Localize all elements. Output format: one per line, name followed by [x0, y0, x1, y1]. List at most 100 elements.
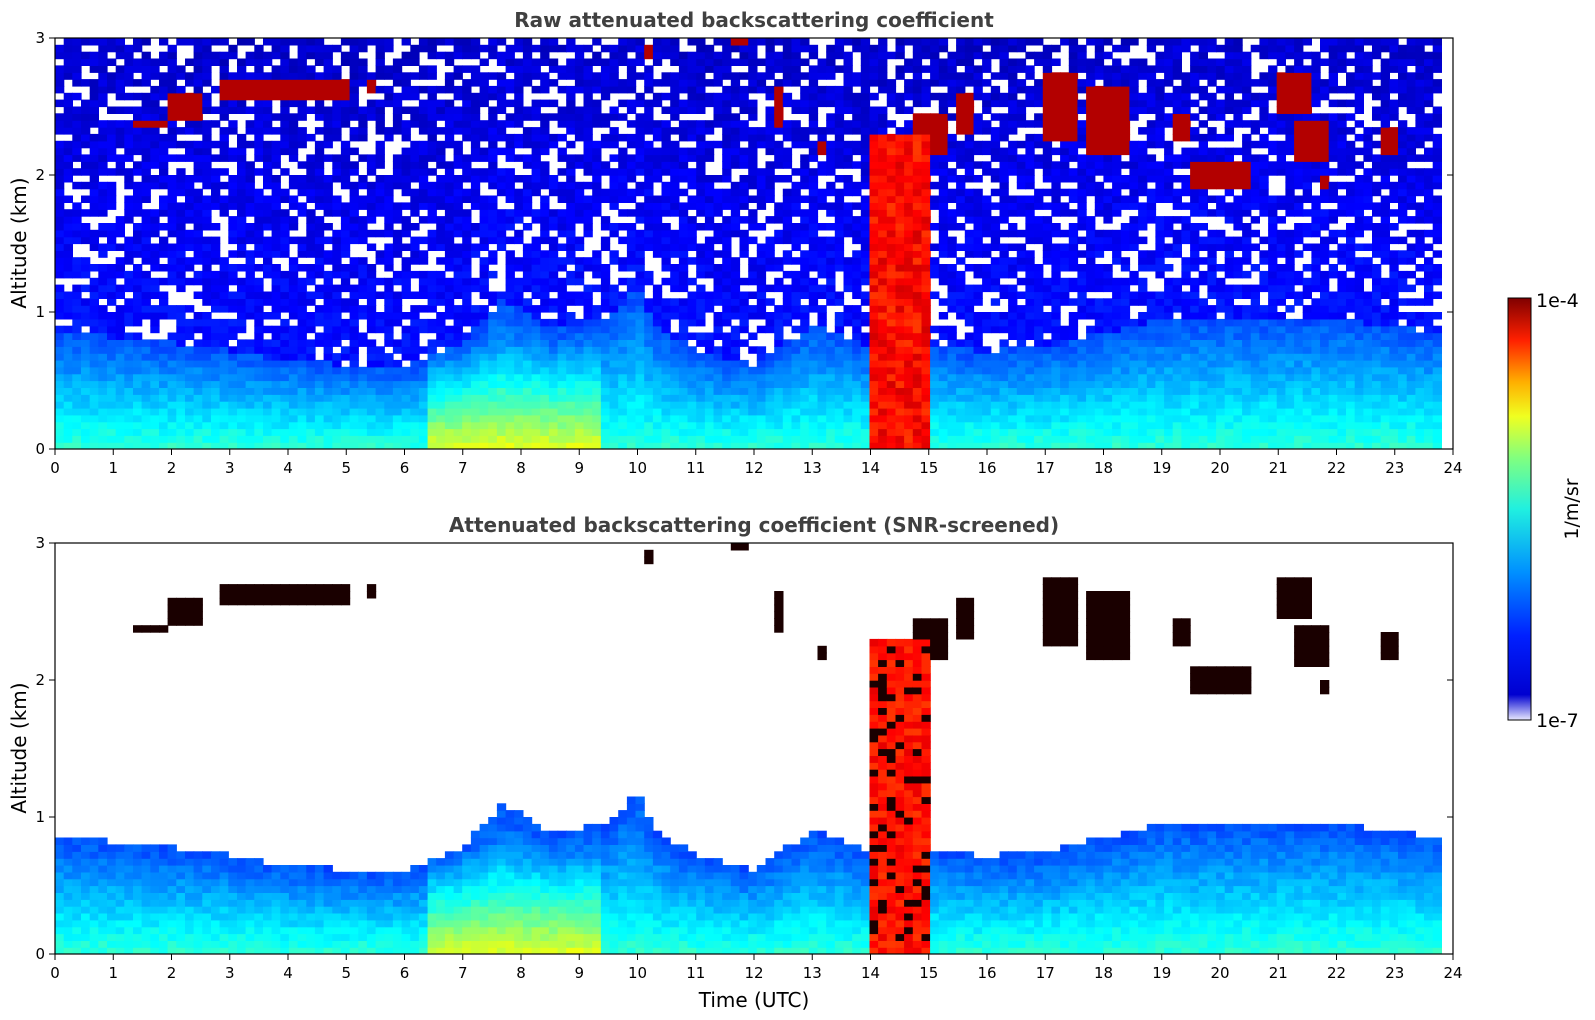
- backscatter-cell: [730, 188, 741, 197]
- backscatter-cell: [479, 79, 489, 87]
- backscatter-cell: [548, 435, 559, 443]
- backscatter-cell: [89, 175, 99, 183]
- backscatter-cell: [358, 229, 368, 238]
- backscatter-cell: [288, 291, 299, 299]
- backscatter-cell: [696, 373, 706, 382]
- backscatter-cell: [72, 264, 82, 272]
- cloud-cell: [895, 407, 905, 416]
- backscatter-cell: [219, 401, 229, 409]
- backscatter-cell: [401, 291, 411, 299]
- backscatter-cell: [107, 373, 117, 382]
- cloud-cell: [869, 407, 879, 416]
- backscatter-cell: [470, 442, 481, 449]
- backscatter-cell: [644, 65, 654, 73]
- backscatter-cell: [219, 147, 229, 156]
- backscatter-cell: [340, 284, 351, 293]
- backscatter-cell: [531, 147, 541, 156]
- backscatter-cell: [453, 325, 463, 334]
- backscatter-cell: [557, 113, 567, 121]
- backscatter-cell: [263, 147, 273, 156]
- backscatter-cell: [817, 161, 827, 169]
- backscatter-cell: [470, 332, 481, 340]
- backscatter-cell: [774, 346, 784, 354]
- backscatter-cell: [418, 435, 429, 443]
- backscatter-cell: [626, 401, 637, 409]
- backscatter-cell: [644, 373, 654, 382]
- backscatter-cell: [834, 394, 845, 402]
- backscatter-cell: [418, 120, 429, 128]
- backscatter-cell: [314, 181, 325, 190]
- backscatter-cell: [133, 229, 143, 238]
- cloud-cell: [904, 339, 914, 347]
- cloud-cell: [280, 85, 290, 94]
- backscatter-cell: [496, 346, 507, 354]
- backscatter-cell: [115, 38, 125, 46]
- backscatter-cell: [774, 305, 784, 313]
- backscatter-cell: [237, 407, 247, 416]
- backscatter-cell: [791, 79, 801, 87]
- backscatter-cell: [89, 401, 99, 409]
- backscatter-cell: [453, 305, 463, 313]
- backscatter-cell: [150, 223, 160, 231]
- backscatter-cell: [254, 72, 264, 80]
- backscatter-cell: [618, 442, 628, 449]
- backscatter-cell: [63, 243, 73, 251]
- backscatter-cell: [696, 407, 706, 416]
- backscatter-cell: [237, 99, 247, 108]
- backscatter-cell: [306, 161, 316, 169]
- backscatter-cell: [263, 359, 273, 368]
- backscatter-cell: [366, 195, 377, 203]
- backscatter-cell: [782, 401, 793, 409]
- backscatter-cell: [505, 250, 515, 258]
- backscatter-cell: [375, 120, 385, 128]
- backscatter-cell: [63, 346, 73, 354]
- backscatter-cell: [323, 51, 333, 60]
- backscatter-cell: [514, 346, 524, 354]
- backscatter-cell: [791, 387, 801, 395]
- cloud-cell: [288, 85, 299, 94]
- backscatter-cell: [332, 325, 342, 334]
- backscatter-cell: [228, 106, 238, 114]
- backscatter-cell: [384, 65, 394, 73]
- cloud-cell: [886, 387, 897, 395]
- backscatter-cell: [418, 414, 429, 423]
- backscatter-cell: [392, 366, 403, 375]
- backscatter-cell: [401, 394, 411, 402]
- backscatter-cell: [107, 243, 117, 251]
- backscatter-cell: [358, 175, 368, 183]
- backscatter-cell: [566, 65, 576, 73]
- backscatter-cell: [193, 407, 203, 416]
- backscatter-cell: [366, 435, 377, 443]
- backscatter-cell: [81, 387, 91, 395]
- backscatter-cell: [323, 257, 333, 265]
- backscatter-cell: [384, 181, 394, 190]
- backscatter-cell: [245, 359, 255, 368]
- backscatter-cell: [124, 305, 134, 313]
- backscatter-cell: [280, 270, 290, 279]
- backscatter-cell: [427, 346, 437, 354]
- backscatter-cell: [254, 140, 264, 149]
- backscatter-cell: [765, 312, 775, 320]
- backscatter-cell: [349, 236, 359, 245]
- backscatter-cell: [444, 188, 455, 197]
- backscatter-cell: [626, 229, 637, 238]
- backscatter-cell: [133, 387, 143, 395]
- heatmap-raw: [55, 38, 1442, 449]
- backscatter-cell: [167, 435, 177, 443]
- backscatter-cell: [878, 85, 888, 94]
- backscatter-cell: [635, 407, 645, 416]
- backscatter-cell: [444, 284, 455, 293]
- backscatter-cell: [358, 38, 368, 46]
- backscatter-cell: [55, 442, 65, 449]
- backscatter-cell: [444, 127, 455, 135]
- backscatter-cell: [635, 38, 645, 46]
- cloud-cell: [869, 195, 879, 203]
- backscatter-cell: [115, 305, 125, 313]
- backscatter-cell: [843, 51, 853, 60]
- backscatter-cell: [124, 257, 134, 265]
- backscatter-cell: [63, 65, 73, 73]
- backscatter-cell: [237, 284, 247, 293]
- backscatter-cell: [453, 209, 463, 217]
- cloud-cell: [912, 401, 923, 409]
- cloud-cell: [904, 312, 914, 320]
